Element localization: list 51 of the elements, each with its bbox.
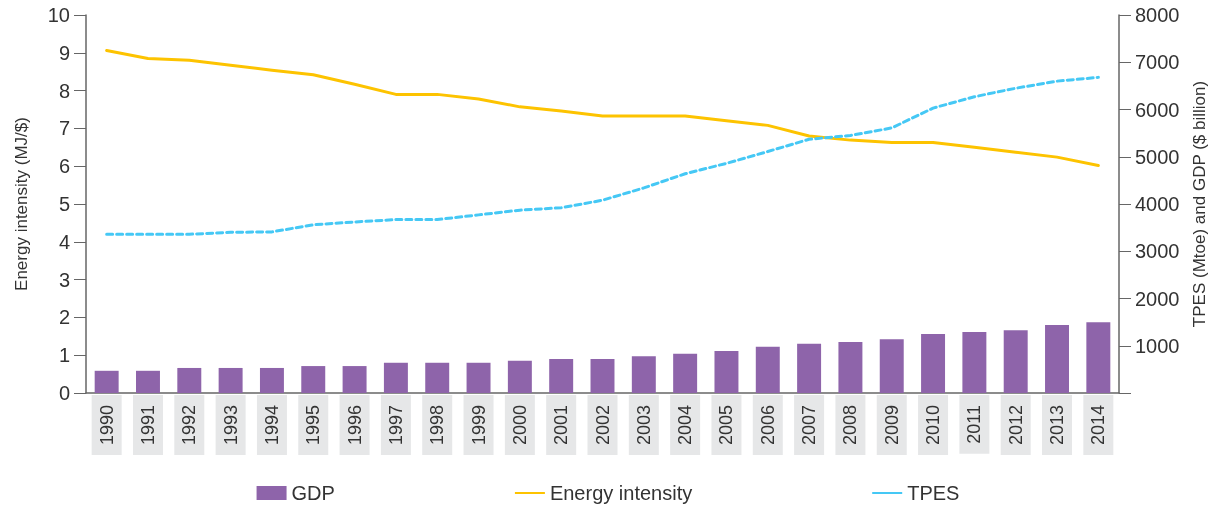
x-tick-label: 1992 xyxy=(179,405,200,446)
x-tick-label: 2012 xyxy=(1005,405,1026,446)
y-tick-label: 5 xyxy=(58,193,70,215)
line-series xyxy=(105,75,1100,236)
legend-label: TPES xyxy=(907,482,960,504)
x-tick-label: 2009 xyxy=(881,405,902,446)
y-tick-label: 0 xyxy=(58,382,70,404)
x-tick-label: 1991 xyxy=(137,405,158,446)
x-tick-label: 2002 xyxy=(592,405,613,446)
y-tick-label: 8 xyxy=(58,79,70,102)
y-tick-label: 6 xyxy=(58,155,70,178)
x-tick-label: 2004 xyxy=(675,405,696,446)
y2-tick-label: 5000 xyxy=(1135,145,1180,168)
y-axis-title: Energy intensity (MJ/$) xyxy=(12,117,31,291)
x-tick-label: 2014 xyxy=(1088,405,1109,446)
y-tick-label: 2 xyxy=(58,306,70,329)
x-tick-label: 2007 xyxy=(799,405,820,446)
x-tick-label: 1990 xyxy=(96,405,117,446)
x-tick-label: 1999 xyxy=(468,405,489,446)
y-tick-label: 10 xyxy=(47,4,70,26)
x-tick-label: 2011 xyxy=(964,405,985,444)
y2-tick-label: 4000 xyxy=(1135,193,1180,215)
y2-tick-label: 3000 xyxy=(1135,240,1180,263)
x-tick-label: 2013 xyxy=(1047,405,1068,446)
x-tick-label: 1994 xyxy=(261,405,282,446)
x-tick-label: 2010 xyxy=(923,405,944,446)
legend-label: Energy intensity xyxy=(549,482,693,504)
y-tick-label: 3 xyxy=(58,268,70,291)
x-tick-label: 1996 xyxy=(344,405,365,446)
y-tick-label: 1 xyxy=(58,344,70,367)
x-tick-label: 2005 xyxy=(716,405,737,446)
x-tick-label: 2006 xyxy=(757,405,778,446)
x-tick-label: 2003 xyxy=(633,405,654,446)
y2-tick-label: 6000 xyxy=(1135,98,1180,121)
x-tick-label: 2000 xyxy=(509,405,530,446)
line-series xyxy=(105,49,1100,167)
y2-axis-title: TPES (Mtoe) and GDP ($ billion) xyxy=(1190,80,1209,328)
legend-label: GDP xyxy=(291,482,335,504)
x-tick-label: 2001 xyxy=(551,405,572,446)
y2-tick-label: 7000 xyxy=(1135,51,1180,74)
y2-tick-label: 8000 xyxy=(1135,4,1180,26)
y2-tick-label: 2000 xyxy=(1135,287,1180,310)
x-tick-label: 1998 xyxy=(427,405,448,446)
y-tick-label: 4 xyxy=(58,230,70,253)
y-tick-label: 7 xyxy=(58,117,70,140)
x-tick-label: 2008 xyxy=(840,405,861,446)
x-tick-label: 1995 xyxy=(303,405,324,446)
x-tick-label: 1993 xyxy=(220,405,241,446)
y2-tick-label: 1000 xyxy=(1135,334,1180,357)
x-tick-label: 1997 xyxy=(385,405,406,446)
y-tick-label: 9 xyxy=(58,41,70,64)
